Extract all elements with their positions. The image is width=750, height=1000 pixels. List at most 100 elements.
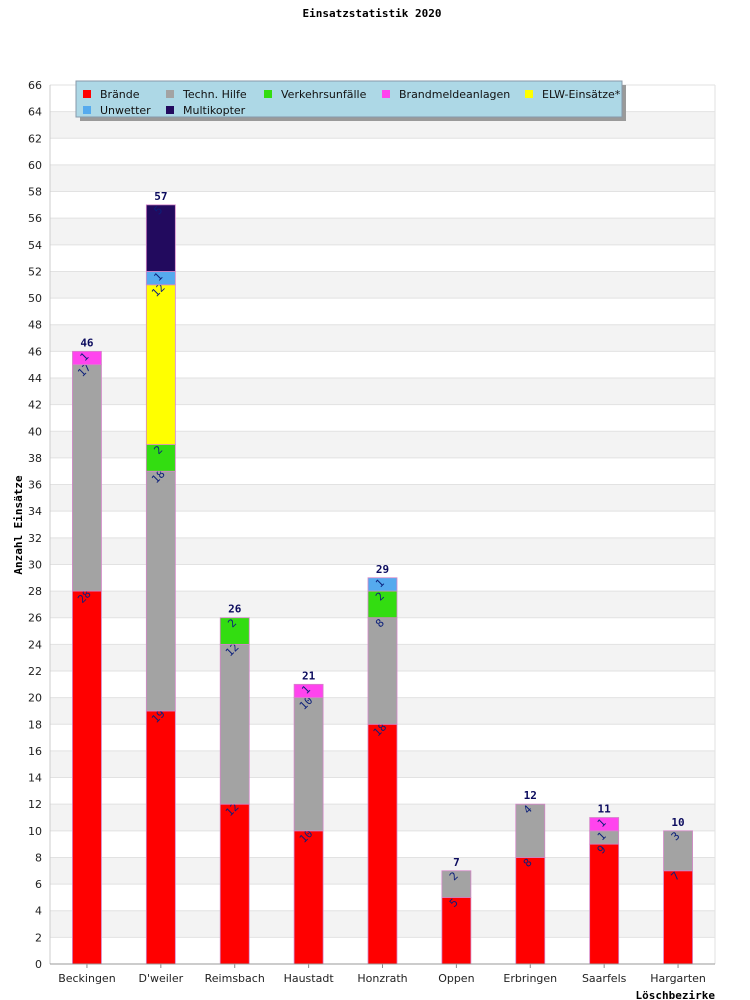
x-tick-label: Hargarten bbox=[650, 972, 706, 985]
legend-swatch bbox=[264, 90, 272, 98]
x-axis-title: Löschbezirke bbox=[636, 989, 716, 1000]
legend-label: Verkehrsunfälle bbox=[281, 88, 367, 101]
x-tick-label: Saarfels bbox=[582, 972, 627, 985]
x-tick-label: Beckingen bbox=[58, 972, 116, 985]
y-tick-label: 46 bbox=[28, 345, 42, 358]
bar-segment bbox=[72, 590, 102, 965]
bar-segment bbox=[589, 843, 620, 965]
y-tick-label: 26 bbox=[28, 612, 42, 625]
bar-segment bbox=[367, 577, 398, 592]
bar-segment bbox=[219, 617, 250, 645]
legend: Brände Techn. Hilfe Verkehrsunfälle Brandme… bbox=[75, 80, 626, 121]
bar-segment bbox=[515, 803, 546, 858]
y-tick-label: 54 bbox=[28, 239, 42, 252]
y-tick-label: 64 bbox=[28, 106, 42, 119]
bar-total-label: 26 bbox=[228, 603, 242, 616]
y-tick-label: 36 bbox=[28, 479, 42, 492]
bar-segment bbox=[293, 697, 324, 832]
bar-segment bbox=[145, 284, 176, 445]
bar-total-label: 11 bbox=[598, 803, 612, 816]
y-tick-label: 10 bbox=[28, 825, 42, 838]
bar-segment bbox=[441, 897, 472, 965]
x-tick-label: Reimsbach bbox=[205, 972, 265, 985]
bar-total-label: 29 bbox=[376, 563, 389, 576]
legend-swatch bbox=[525, 90, 533, 98]
legend-label: Multikopter bbox=[183, 104, 246, 117]
x-tick-label: Honzrath bbox=[357, 972, 407, 985]
y-tick-label: 30 bbox=[28, 558, 42, 571]
bar-segment bbox=[367, 590, 398, 619]
bar-segment bbox=[293, 830, 324, 965]
bar-total-label: 7 bbox=[453, 856, 460, 869]
y-tick-label: 14 bbox=[28, 772, 42, 785]
y-tick-label: 66 bbox=[28, 79, 42, 92]
y-tick-label: 28 bbox=[28, 585, 42, 598]
bar-segment bbox=[145, 204, 176, 272]
y-tick-label: 60 bbox=[28, 159, 42, 172]
y-tick-label: 48 bbox=[28, 319, 42, 332]
bar-segment bbox=[293, 683, 324, 699]
y-tick-label: 34 bbox=[28, 505, 42, 518]
grid-band bbox=[50, 164, 715, 192]
y-axis: 0246810121416182022242628303234363840424… bbox=[28, 79, 716, 971]
x-axis: Beckingen D'weiler Reimsbach Haustadt Honzra… bbox=[50, 963, 715, 985]
chart-title: Einsatzstatistik 2020 bbox=[302, 7, 441, 20]
y-tick-label: 2 bbox=[35, 931, 42, 944]
y-tick-label: 16 bbox=[28, 745, 42, 758]
bar-segment bbox=[589, 817, 620, 832]
bar-segment bbox=[145, 470, 176, 712]
bar-segment bbox=[441, 870, 472, 898]
x-tick-label: Haustadt bbox=[284, 972, 335, 985]
y-tick-label: 62 bbox=[28, 132, 42, 145]
bar-total-label: 21 bbox=[302, 669, 316, 682]
legend-swatch bbox=[83, 90, 91, 98]
bar-total-label: 57 bbox=[154, 190, 167, 203]
bar-segment bbox=[663, 870, 693, 965]
y-tick-label: 44 bbox=[28, 372, 42, 385]
y-tick-label: 8 bbox=[35, 851, 42, 864]
y-tick-label: 42 bbox=[28, 399, 42, 412]
y-tick-label: 58 bbox=[28, 186, 42, 199]
legend-swatch bbox=[382, 90, 390, 98]
legend-label: Brände bbox=[100, 88, 140, 101]
bar-segment bbox=[72, 350, 102, 366]
y-tick-label: 18 bbox=[28, 718, 42, 731]
y-tick-label: 12 bbox=[28, 798, 42, 811]
grid-band bbox=[50, 138, 715, 165]
y-tick-label: 56 bbox=[28, 212, 42, 225]
legend-label: Unwetter bbox=[100, 104, 151, 117]
bar-segment bbox=[219, 643, 250, 805]
legend-label: Techn. Hilfe bbox=[182, 88, 247, 101]
legend-label: ELW-Einsätze* bbox=[542, 88, 621, 101]
bar-segment bbox=[367, 723, 398, 965]
y-tick-label: 22 bbox=[28, 665, 42, 678]
y-tick-label: 32 bbox=[28, 532, 42, 545]
bar-segment bbox=[219, 803, 250, 965]
x-tick-label: Oppen bbox=[438, 972, 474, 985]
y-tick-label: 4 bbox=[35, 905, 42, 918]
bar-total-label: 46 bbox=[80, 336, 94, 349]
legend-swatch bbox=[166, 106, 174, 114]
bar-segment bbox=[145, 710, 176, 965]
y-tick-label: 6 bbox=[35, 878, 42, 891]
y-tick-label: 0 bbox=[35, 958, 42, 971]
bar-segment bbox=[72, 364, 102, 592]
bar-segment bbox=[515, 857, 546, 965]
x-tick-label: D'weiler bbox=[138, 972, 183, 985]
y-tick-label: 40 bbox=[28, 425, 42, 438]
bar-stack: 527 bbox=[441, 856, 472, 965]
y-tick-label: 20 bbox=[28, 692, 42, 705]
y-tick-label: 50 bbox=[28, 292, 42, 305]
x-tick-label: Erbringen bbox=[503, 972, 557, 985]
bar-total-label: 12 bbox=[524, 789, 537, 802]
bar-total-label: 10 bbox=[671, 816, 684, 829]
